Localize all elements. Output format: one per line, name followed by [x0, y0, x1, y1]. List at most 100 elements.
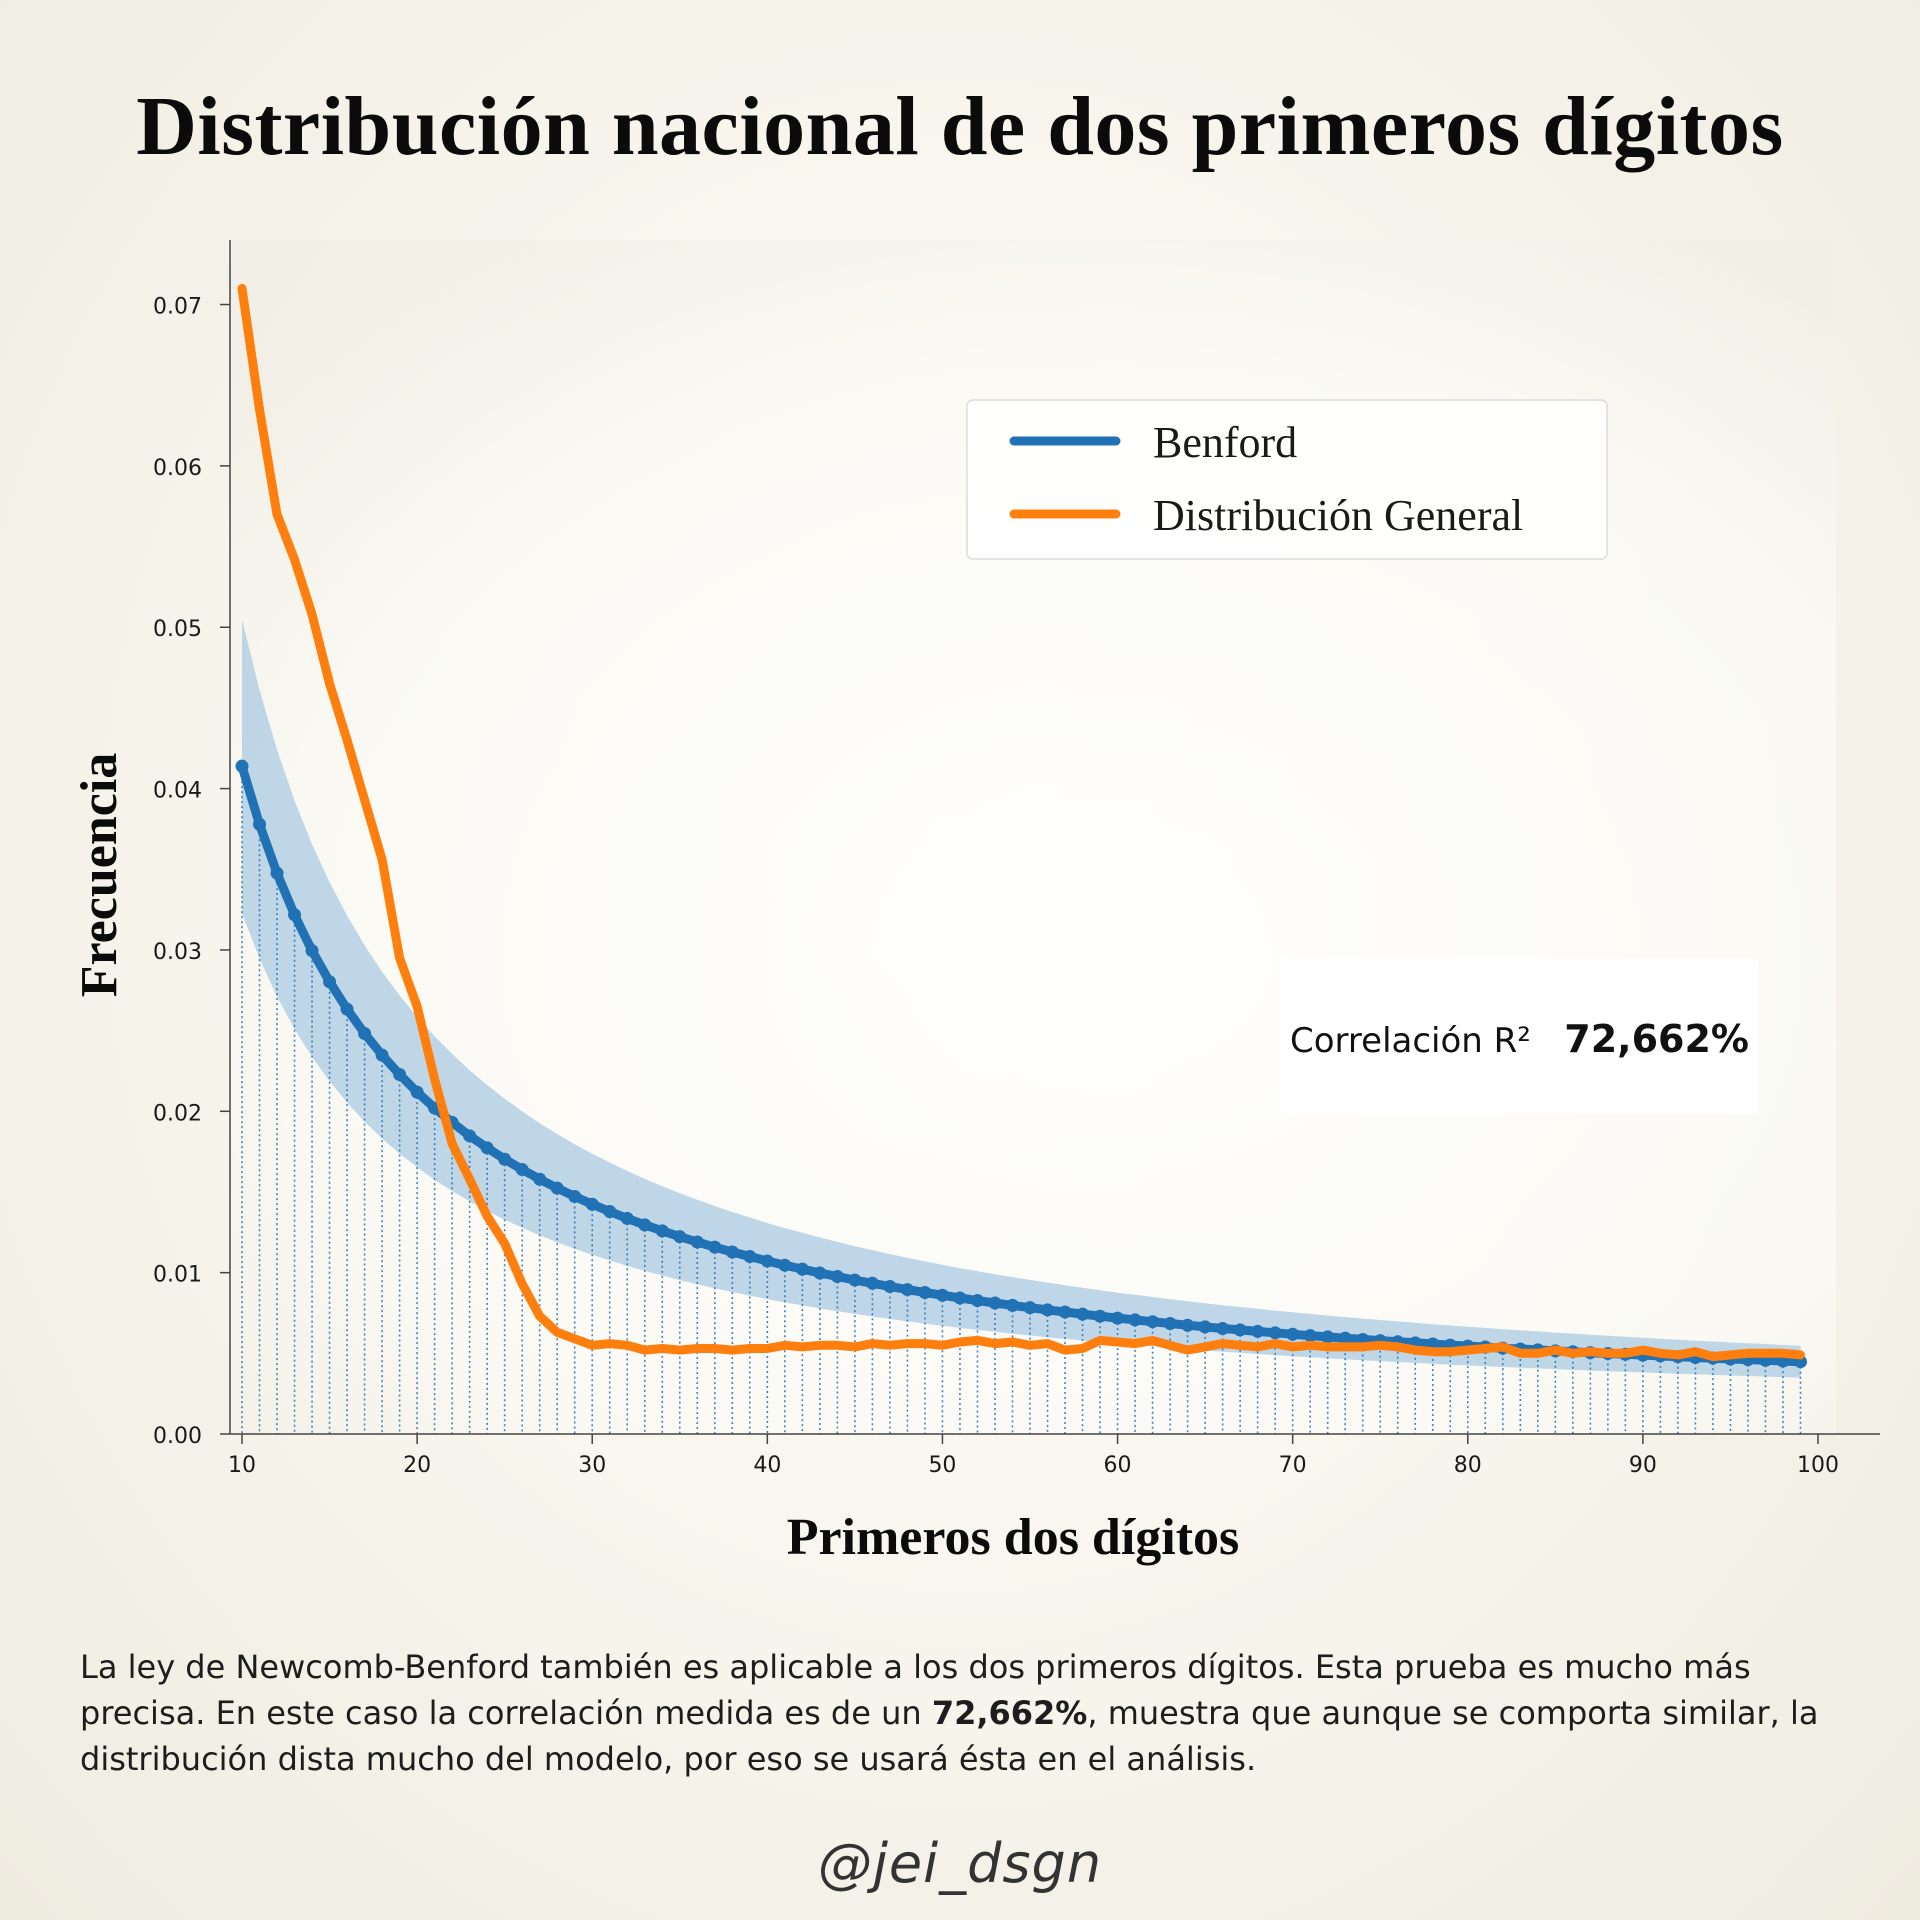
legend-label-benford: Benford — [1153, 418, 1297, 467]
benford-point — [410, 1085, 424, 1099]
benford-point — [1233, 1323, 1247, 1337]
benford-point — [918, 1285, 932, 1299]
benford-point — [1216, 1321, 1230, 1335]
y-tick-label: 0.06 — [153, 456, 202, 481]
benford-point — [1181, 1318, 1195, 1332]
annotation-label: Correlación R² — [1290, 1021, 1531, 1061]
confidence-band-area — [242, 619, 1801, 1378]
vertical-stems — [241, 766, 1802, 1434]
benford-point — [1093, 1309, 1107, 1323]
benford-point — [568, 1189, 582, 1203]
benford-point — [638, 1218, 652, 1232]
axes — [220, 240, 1880, 1444]
benford-point — [1146, 1315, 1160, 1329]
benford-point — [1076, 1307, 1090, 1321]
legend-label-general: Distribución General — [1153, 491, 1523, 540]
benford-point — [883, 1280, 897, 1294]
benford-point — [235, 759, 249, 773]
benford-point — [1286, 1327, 1300, 1341]
benford-point — [480, 1141, 494, 1155]
annotation-box — [1280, 958, 1759, 1114]
y-tick-label: 0.05 — [153, 617, 202, 642]
benford-point — [393, 1068, 407, 1082]
benford-point — [1163, 1316, 1177, 1330]
chart: 0.00 0.01 0.02 0.03 0.04 0.05 0.06 0.07 10 20 30 40… — [71, 240, 1880, 1566]
x-tick-label: 60 — [1104, 1453, 1132, 1478]
page-title: Distribución nacional de dos primeros dí… — [136, 80, 1784, 173]
benford-point — [725, 1245, 739, 1259]
benford-point — [463, 1129, 477, 1143]
y-tick-label: 0.02 — [153, 1101, 202, 1126]
general-distribution-line — [237, 283, 1805, 1362]
benford-point — [1268, 1326, 1282, 1340]
benford-point — [550, 1181, 564, 1195]
benford-point — [900, 1283, 914, 1297]
series-layer — [235, 283, 1807, 1369]
benford-point — [848, 1273, 862, 1287]
x-tick-label: 80 — [1454, 1453, 1482, 1478]
x-axis-label: Primeros dos dígitos — [787, 1509, 1240, 1566]
y-tick-label: 0.04 — [153, 779, 202, 804]
y-tick-label: 0.03 — [153, 940, 202, 965]
benford-point — [358, 1027, 372, 1041]
y-axis-label: Frecuencia — [71, 753, 128, 998]
benford-point — [498, 1152, 512, 1166]
x-tick-label: 90 — [1629, 1453, 1657, 1478]
benford-point — [935, 1288, 949, 1302]
benford-point — [1005, 1298, 1019, 1312]
benford-point — [603, 1204, 617, 1218]
benford-point — [970, 1294, 984, 1308]
benford-point — [1041, 1303, 1055, 1317]
benford-point — [673, 1230, 687, 1244]
benford-point — [288, 908, 302, 922]
x-tick-label: 20 — [403, 1453, 431, 1478]
annotation-value: 72,662% — [1564, 1017, 1749, 1061]
benford-point — [813, 1266, 827, 1280]
benford-point — [743, 1250, 757, 1264]
benford-point — [760, 1254, 774, 1268]
tick-labels: 0.00 0.01 0.02 0.03 0.04 0.05 0.06 0.07 10 20 30 40… — [153, 295, 1839, 1478]
y-tick-label: 0.01 — [153, 1263, 202, 1288]
benford-point — [1251, 1324, 1265, 1338]
benford-point — [690, 1235, 704, 1249]
benford-point — [1128, 1313, 1142, 1327]
benford-point — [778, 1258, 792, 1272]
y-tick-label: 0.00 — [153, 1424, 202, 1449]
benford-point — [323, 975, 337, 989]
benford-point — [340, 1002, 354, 1016]
x-tick-label: 30 — [578, 1453, 606, 1478]
benford-point — [585, 1197, 599, 1211]
legend-box — [966, 399, 1608, 560]
benford-point — [1058, 1305, 1072, 1319]
legend: Benford Distribución General — [966, 399, 1608, 560]
benford-point — [533, 1172, 547, 1186]
benford-point — [708, 1240, 722, 1254]
benford-point — [1198, 1320, 1212, 1334]
benford-point — [1023, 1301, 1037, 1315]
y-tick-label: 0.07 — [153, 295, 202, 320]
benford-point — [1338, 1331, 1352, 1345]
description-highlight: 72,662% — [931, 1694, 1088, 1732]
x-tick-label: 40 — [753, 1453, 781, 1478]
benford-point — [795, 1262, 809, 1276]
benford-point — [988, 1296, 1002, 1310]
benford-point — [655, 1224, 669, 1238]
benford-point — [1111, 1311, 1125, 1325]
benford-point — [865, 1276, 879, 1290]
description: La ley de Newcomb-Benford también es apl… — [80, 1644, 1850, 1782]
benford-point — [375, 1048, 389, 1062]
benford-point — [830, 1270, 844, 1284]
x-tick-label: 70 — [1279, 1453, 1307, 1478]
benford-point — [515, 1163, 529, 1177]
benford-point — [253, 817, 267, 831]
benford-point — [620, 1211, 634, 1225]
description-text-2: , muestra que aunque se comporta similar… — [80, 1694, 1819, 1778]
benford-point — [305, 944, 319, 958]
benford-point — [1303, 1329, 1317, 1343]
benford-point — [270, 866, 284, 880]
correlation-annotation: Correlación R² 72,662% — [1280, 958, 1759, 1114]
x-tick-label: 10 — [228, 1453, 256, 1478]
author-handle: @jei_dsgn — [817, 1832, 1103, 1895]
benford-point — [1321, 1330, 1335, 1344]
confidence-band — [242, 619, 1801, 1378]
